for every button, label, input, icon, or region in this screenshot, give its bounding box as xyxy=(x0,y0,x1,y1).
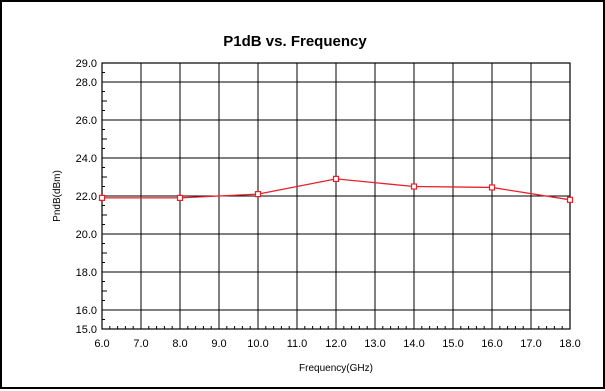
x-tick-label: 8.0 xyxy=(172,338,187,350)
data-point-marker xyxy=(176,194,184,201)
y-tick-label: 26.0 xyxy=(76,115,97,127)
chart-title: P1dB vs. Frequency xyxy=(223,33,367,50)
x-tick-label: 9.0 xyxy=(211,338,226,350)
x-tick-label: 15.0 xyxy=(442,338,463,350)
axis-ticks: 6.0 7.0 8.0 9.0 10.0 11.0 12.0 13.0 14.0 15.0 16.0… xyxy=(76,58,581,350)
y-tick-label: 28.0 xyxy=(76,77,97,89)
grid xyxy=(102,63,570,329)
x-tick-label: 7.0 xyxy=(133,338,148,350)
y-tick-label: 22.0 xyxy=(76,191,97,203)
x-tick-label: 18.0 xyxy=(559,338,580,350)
x-tick-label: 11.0 xyxy=(287,338,308,350)
x-tick-label: 13.0 xyxy=(364,338,385,350)
data-point-marker xyxy=(566,196,574,203)
x-tick-label: 14.0 xyxy=(403,338,424,350)
y-tick-label: 18.0 xyxy=(76,267,97,279)
x-axis-label: Frequency(GHz) xyxy=(299,363,373,374)
y-tick-label: 20.0 xyxy=(76,229,97,241)
y-tick-label: 29.0 xyxy=(76,58,97,70)
data-point-marker xyxy=(98,194,106,201)
x-tick-label: 10.0 xyxy=(247,338,268,350)
y-tick-label: 15.0 xyxy=(76,324,97,336)
series xyxy=(98,175,574,203)
x-tick-label: 16.0 xyxy=(481,338,502,350)
y-tick-label: 24.0 xyxy=(76,153,97,165)
y-tick-label: 16.0 xyxy=(76,305,97,317)
data-point-marker xyxy=(410,183,418,190)
x-tick-label: 12.0 xyxy=(325,338,346,350)
data-point-marker xyxy=(332,175,340,182)
data-point-marker xyxy=(254,191,262,198)
data-point-marker xyxy=(488,184,496,191)
y-axis-label: PndB(dBm) xyxy=(52,170,63,222)
x-tick-label: 17.0 xyxy=(520,338,541,350)
x-tick-label: 6.0 xyxy=(94,338,109,350)
